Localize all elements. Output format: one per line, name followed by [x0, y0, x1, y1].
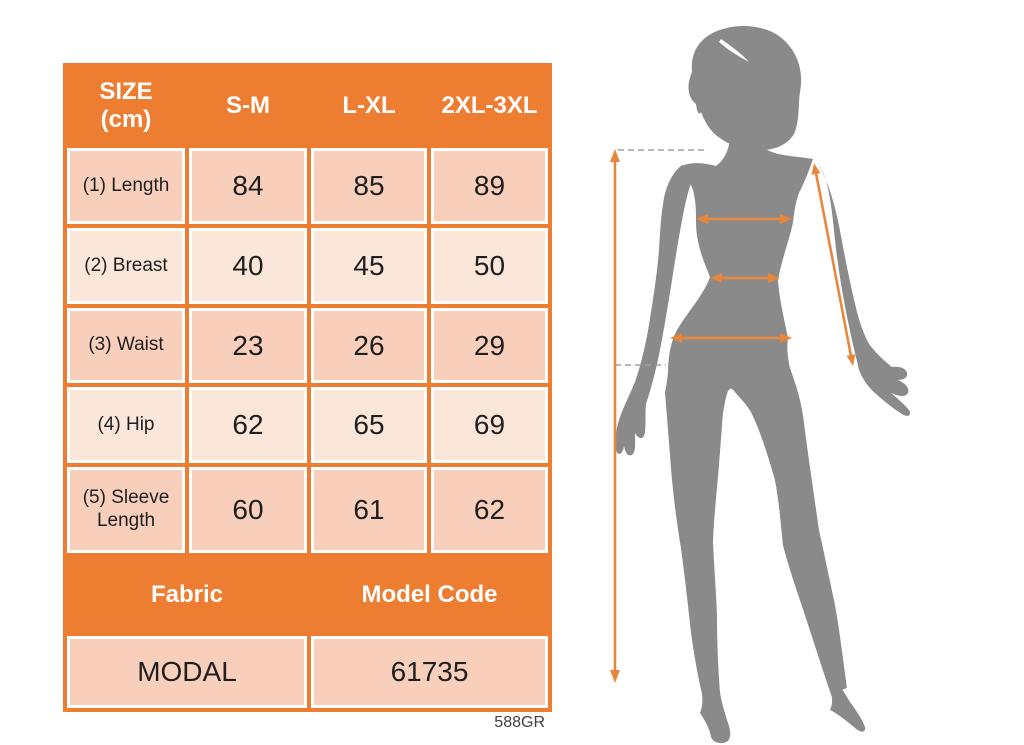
woman-silhouette-right-leg	[751, 412, 847, 694]
measurement-figure: 1 2 3 4 5	[570, 0, 1024, 745]
value-cell: 29	[427, 304, 552, 387]
hip-arrow-head-left	[670, 333, 682, 343]
row-label-breast: (2) Breast	[63, 224, 189, 308]
value-cell: 69	[427, 383, 552, 467]
length-arrow-head-top	[610, 149, 620, 162]
model-code-value: 61735	[307, 632, 552, 712]
value-cell: 50	[427, 224, 552, 308]
hair-part-notch	[719, 39, 749, 62]
table-footer-header-row: Fabric Model Code	[63, 553, 552, 636]
sleeve-arrow-head-bottom	[846, 354, 856, 366]
table-row-breast: (2) Breast 40 45 50	[63, 224, 552, 308]
value-cell: 62	[427, 463, 552, 557]
waist-arrow-head-right	[768, 273, 780, 283]
value-cell: 89	[427, 144, 552, 228]
value-cell: 65	[307, 383, 431, 467]
product-code: 588GR	[494, 714, 545, 731]
value-cell: 61	[307, 463, 431, 557]
table-footer-value-row: MODAL 61735	[63, 632, 552, 712]
woman-silhouette-left-arm	[615, 165, 694, 456]
size-unit-header: SIZE (cm)	[63, 63, 189, 148]
waist-arrow-head-left	[710, 273, 722, 283]
table-row-hip: (4) Hip 62 65 69	[63, 383, 552, 467]
value-cell: 60	[185, 463, 311, 557]
col-header-2xl-3xl: 2XL-3XL	[427, 63, 552, 148]
value-cell: 85	[307, 144, 431, 228]
value-cell: 62	[185, 383, 311, 467]
silhouette-diagram	[610, 26, 911, 744]
size-table: SIZE (cm) S-M L-XL 2XL-3XL (1) Length 84…	[63, 63, 552, 712]
value-cell: 26	[307, 304, 431, 387]
breast-arrow-head-left	[696, 214, 708, 224]
col-header-l-xl: L-XL	[307, 63, 431, 148]
hip-arrow-head-right	[780, 333, 792, 343]
size-unit-label: SIZE (cm)	[99, 77, 153, 133]
table-row-length: (1) Length 84 85 89	[63, 144, 552, 228]
woman-silhouette-head	[688, 26, 802, 150]
value-cell: 84	[185, 144, 311, 228]
table-header-row: SIZE (cm) S-M L-XL 2XL-3XL	[63, 63, 552, 148]
row-label-length: (1) Length	[63, 144, 189, 228]
breast-arrow-head-right	[780, 214, 792, 224]
fabric-value: MODAL	[63, 632, 311, 712]
table-row-sleeve-length: (5) Sleeve Length 60 61 62	[63, 463, 552, 557]
woman-silhouette-right-arm	[810, 156, 911, 416]
value-cell: 23	[185, 304, 311, 387]
value-cell: 45	[307, 224, 431, 308]
fabric-header: Fabric	[63, 553, 311, 636]
length-arrow-head-bottom	[610, 670, 620, 683]
col-header-s-m: S-M	[185, 63, 311, 148]
model-code-header: Model Code	[307, 553, 552, 636]
row-label-waist: (3) Waist	[63, 304, 189, 387]
row-label-hip: (4) Hip	[63, 383, 189, 467]
row-label-sleeve-length: (5) Sleeve Length	[63, 463, 189, 557]
sleeve-arrow	[814, 172, 853, 357]
value-cell: 40	[185, 224, 311, 308]
table-row-waist: (3) Waist 23 26 29	[63, 304, 552, 387]
sleeve-arrow-head-top	[811, 163, 821, 175]
